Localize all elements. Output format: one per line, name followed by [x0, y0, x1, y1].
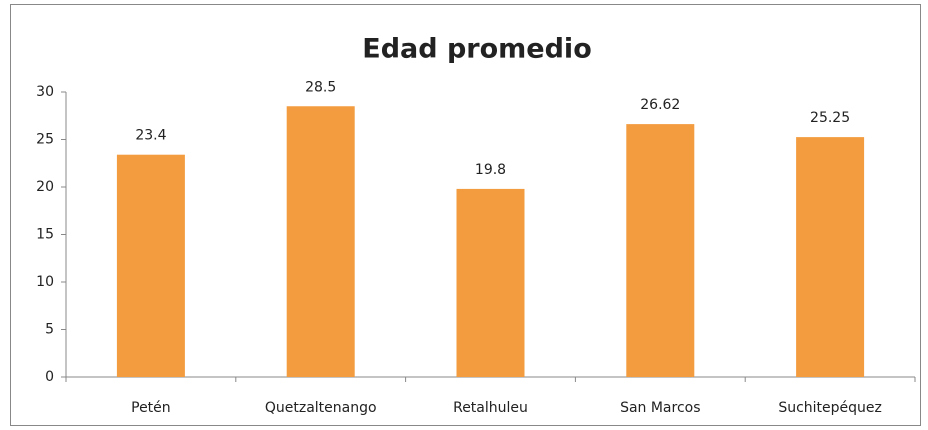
- x-tick-label: Petén: [131, 400, 171, 416]
- x-tick-label: Suchitepéquez: [778, 400, 882, 416]
- y-tick-label: 5: [45, 322, 54, 338]
- y-tick-label: 25: [36, 132, 54, 148]
- bar: [626, 124, 695, 377]
- y-tick-label: 15: [36, 227, 54, 243]
- x-tick-label: Retalhuleu: [453, 400, 528, 416]
- x-tick-label: San Marcos: [620, 400, 700, 416]
- data-label: 25.25: [810, 110, 850, 126]
- data-label: 28.5: [305, 79, 336, 95]
- data-label: 26.62: [640, 97, 680, 113]
- y-tick-label: 30: [36, 84, 54, 100]
- bar: [286, 106, 355, 377]
- x-tick-label: Quetzaltenango: [265, 400, 377, 416]
- y-tick-label: 10: [36, 274, 54, 290]
- data-label: 23.4: [135, 128, 166, 144]
- y-tick-label: 20: [36, 179, 54, 195]
- bar: [456, 188, 525, 377]
- bar: [796, 137, 865, 377]
- data-label: 19.8: [475, 162, 506, 178]
- y-tick-label: 0: [45, 369, 54, 385]
- chart-title: Edad promedio: [362, 34, 592, 65]
- bar: [116, 154, 185, 377]
